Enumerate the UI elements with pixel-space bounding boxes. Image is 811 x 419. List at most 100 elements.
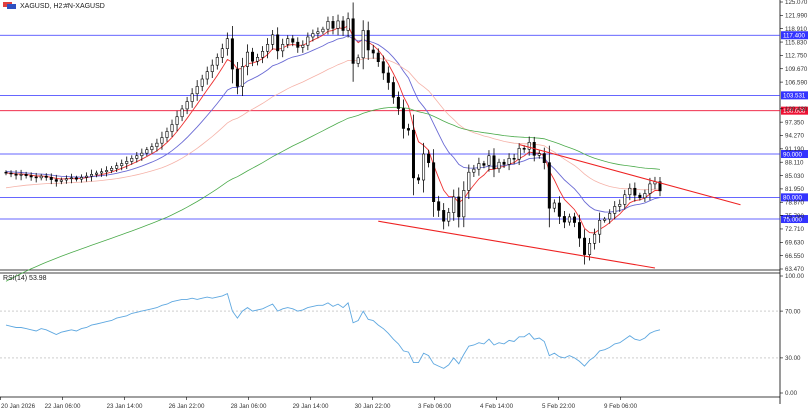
candle-body-bearish (396, 96, 400, 109)
price-tick-label: 63.470 (785, 266, 804, 273)
candle (296, 37, 300, 53)
candles (4, 2, 662, 265)
candle (613, 201, 617, 220)
price-tick-label: 100.430 (785, 106, 808, 113)
time-axis: 20 Jan 2026 22 Jan 06:00 23 Jan 14:00 26 Ja… (0, 397, 638, 410)
level-label-text: 103.531 (783, 93, 806, 100)
candle (306, 32, 310, 51)
candle (9, 170, 13, 178)
candle (547, 145, 551, 228)
candle (220, 43, 224, 63)
candle (24, 171, 28, 179)
candle (422, 142, 426, 193)
candle-body-bullish (150, 146, 154, 150)
candle (64, 175, 68, 184)
candle (351, 2, 355, 82)
candle-body-bullish (59, 179, 63, 182)
candle (432, 149, 436, 217)
candle-body-bearish (437, 201, 441, 211)
candle-body-bearish (512, 158, 516, 160)
candle-body-bearish (376, 52, 380, 62)
candle-body-bullish (608, 213, 612, 220)
candle-body-bullish (447, 212, 451, 222)
candle (135, 152, 139, 163)
candle (54, 174, 58, 187)
candle (427, 149, 431, 168)
candle-body-bearish (391, 82, 395, 98)
candle (256, 53, 260, 66)
candle (648, 177, 652, 201)
candle-body-bullish (90, 174, 94, 177)
candle-body-bullish (472, 168, 476, 173)
level-label-tag (781, 215, 808, 224)
candle-body-bullish (135, 155, 139, 159)
candle-body-bullish (316, 31, 320, 34)
candle-body-bullish (603, 218, 607, 221)
chart-frames (0, 0, 781, 404)
candle (633, 182, 637, 202)
level-label-tag (781, 106, 808, 115)
candle (658, 177, 662, 197)
candle-body-bullish (190, 93, 194, 102)
trendlines[interactable] (378, 143, 741, 269)
candle (261, 46, 265, 64)
candle-body-bearish (572, 216, 576, 223)
candle (100, 168, 104, 177)
candle (39, 173, 43, 181)
candle-body-bearish (34, 176, 38, 179)
candle-body-bullish (537, 153, 541, 156)
candle-body-bearish (417, 177, 421, 181)
candle (115, 162, 119, 173)
time-tick-label: 28 Jan 06:00 (231, 403, 267, 410)
candle-body-bullish (336, 20, 340, 29)
rsi-tick-label: 0.00 (785, 390, 798, 397)
candle (316, 27, 320, 39)
rsi-tick-label: 30.00 (785, 355, 801, 362)
candle-body-bullish (120, 163, 124, 167)
candle-body-bearish (427, 153, 431, 163)
candle (84, 172, 88, 182)
candle-body-bullish (210, 64, 214, 72)
trendline[interactable] (378, 220, 656, 269)
candle (603, 216, 607, 223)
candle-body-bearish (296, 41, 300, 48)
candle (301, 40, 305, 53)
price-tick-label: 125.070 (785, 0, 808, 6)
time-tick-label: 9 Feb 06:00 (604, 403, 638, 410)
price-tick-label: 118.910 (785, 26, 807, 33)
candle (502, 159, 506, 168)
candle (190, 88, 194, 108)
trendline[interactable] (518, 143, 741, 206)
candle-body-bearish (54, 179, 58, 182)
candle (477, 157, 481, 176)
candle-body-bullish (145, 149, 149, 154)
candle (155, 138, 159, 152)
candle-body-bullish (593, 233, 597, 244)
candle-body-bullish (225, 38, 229, 49)
candle (593, 228, 597, 250)
candle-body-bullish (281, 44, 285, 52)
candle (567, 213, 571, 226)
candle (271, 29, 275, 50)
candle-body-bearish (633, 187, 637, 196)
candle-body-bearish (230, 38, 234, 70)
candle (29, 172, 33, 181)
candle-body-bullish (628, 187, 632, 196)
candle (376, 48, 380, 67)
candle-body-bearish (351, 18, 355, 64)
price-tick-label: 78.870 (785, 199, 804, 206)
time-tick-label: 26 Jan 22:00 (169, 403, 205, 410)
time-tick-label: 3 Feb 06:00 (418, 403, 452, 410)
candle (180, 105, 184, 122)
candle-body-bullish (517, 148, 521, 160)
candle (266, 38, 270, 59)
candle (160, 131, 164, 150)
candle (452, 189, 456, 221)
candle (44, 173, 48, 181)
time-tick-label: 5 Feb 22:00 (542, 403, 576, 410)
candle-body-bearish (411, 129, 415, 179)
level-label-text: 75.000 (783, 216, 802, 223)
rsi-label: RSI(14) 53.98 (3, 275, 47, 282)
